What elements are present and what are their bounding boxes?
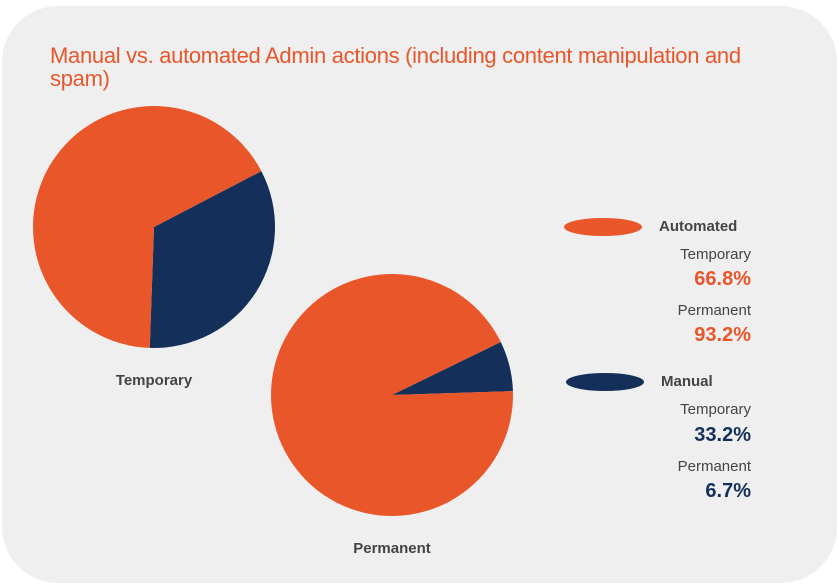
pie-slice-temporary-manual [149, 171, 275, 348]
pie-label-permanent: Permanent [353, 540, 431, 557]
pie-permanent [270, 274, 513, 516]
legend-automated-permanent-label: Permanent [677, 302, 751, 319]
legend-label-manual: Manual [661, 373, 713, 390]
pie-slice-permanent-manual [392, 341, 513, 395]
pie-temporary [32, 105, 275, 348]
legend-swatch-manual [566, 373, 644, 391]
legend-manual-permanent-label: Permanent [677, 458, 751, 475]
legend-manual-temporary-label: Temporary [680, 401, 751, 418]
legend-label-automated: Automated [659, 218, 738, 235]
pie-label-temporary: Temporary [115, 372, 193, 389]
legend-manual-permanent-value: 6.7% [705, 480, 751, 502]
legend-manual-temporary-value: 33.2% [694, 424, 751, 446]
pie-slice-permanent-automated [270, 274, 513, 516]
legend-automated-temporary-value: 66.8% [694, 268, 751, 290]
legend-swatch-automated [564, 218, 642, 236]
chart-title: Manual vs. automated Admin actions (incl… [50, 43, 741, 91]
legend-automated-permanent-value: 93.2% [694, 324, 751, 346]
pie-slice-temporary-automated [32, 105, 262, 348]
legend-automated-temporary-label: Temporary [680, 246, 751, 263]
